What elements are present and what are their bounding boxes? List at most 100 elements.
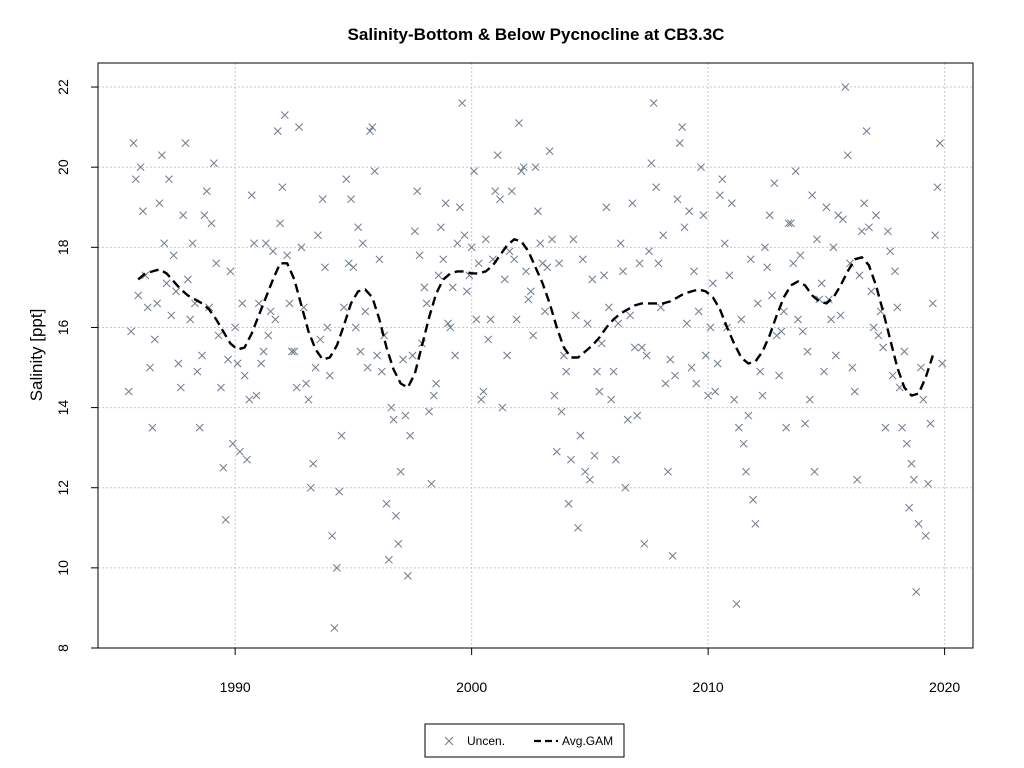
data-point (205, 303, 214, 312)
data-point (659, 231, 668, 240)
data-point (824, 295, 833, 304)
data-point (399, 355, 408, 364)
data-point (188, 239, 197, 248)
data-point (522, 267, 530, 276)
data-point (323, 323, 332, 332)
data-point (186, 315, 195, 324)
data-point (583, 319, 592, 328)
data-point (309, 459, 318, 468)
data-point (181, 139, 190, 148)
y-tick-label: 12 (55, 480, 71, 496)
data-point (633, 411, 642, 420)
y-axis-label: Salinity [ppt] (27, 309, 46, 402)
data-point (446, 323, 455, 332)
data-point (893, 303, 902, 312)
data-point (765, 211, 774, 220)
data-point (841, 83, 850, 91)
data-point (436, 223, 445, 232)
data-point (462, 287, 471, 296)
data-point (864, 223, 873, 232)
data-point (616, 239, 625, 248)
data-point (888, 371, 897, 380)
data-point (392, 511, 400, 520)
y-tick-label: 20 (55, 159, 71, 175)
data-point (238, 299, 247, 308)
data-point (647, 159, 656, 168)
data-point (701, 351, 710, 360)
data-point (235, 447, 244, 456)
data-point (931, 231, 940, 240)
data-point (295, 123, 303, 132)
data-point (706, 323, 715, 332)
data-point (791, 167, 800, 176)
data-point (862, 127, 871, 136)
data-point (663, 467, 672, 476)
data-point (155, 199, 164, 208)
data-point (141, 271, 150, 280)
legend-marker-x-icon (444, 736, 454, 746)
data-point (749, 495, 758, 504)
data-point (675, 139, 684, 148)
data-point (853, 475, 862, 484)
data-point (432, 379, 441, 388)
data-point (779, 307, 788, 316)
data-point (597, 339, 606, 348)
data-point (898, 423, 907, 432)
data-point (361, 307, 370, 316)
x-tick-label: 2020 (929, 679, 960, 695)
data-point (337, 431, 346, 440)
data-point (127, 327, 136, 336)
data-point (344, 259, 353, 268)
data-point (261, 239, 270, 248)
data-point (491, 187, 500, 196)
data-point (730, 395, 739, 404)
data-point (136, 163, 145, 172)
data-point (200, 211, 209, 220)
data-point (396, 467, 405, 476)
data-point (673, 195, 682, 204)
grid-lines (98, 63, 973, 649)
data-point (134, 291, 143, 300)
data-point (510, 255, 519, 264)
data-point (786, 219, 795, 228)
data-point (484, 335, 493, 344)
data-point (124, 387, 133, 396)
data-point (798, 327, 807, 336)
data-point (782, 423, 791, 432)
data-point (666, 355, 675, 364)
data-point (834, 211, 843, 220)
data-point (753, 299, 762, 308)
data-point (609, 367, 618, 376)
data-point (637, 343, 646, 352)
data-point (321, 263, 329, 272)
data-point (297, 243, 306, 252)
data-point (682, 319, 691, 328)
data-point (481, 235, 490, 244)
y-tick-label: 10 (55, 560, 71, 576)
data-point (138, 207, 147, 216)
data-point (649, 99, 658, 108)
x-tick-label: 1990 (220, 679, 251, 695)
data-point (635, 259, 644, 268)
data-point (193, 367, 202, 376)
data-point (377, 367, 386, 376)
data-point (347, 195, 355, 204)
data-point (313, 231, 322, 240)
data-point (529, 331, 538, 340)
data-point (422, 299, 431, 308)
data-point (157, 151, 166, 160)
data-point (221, 515, 230, 524)
data-point (363, 363, 372, 372)
data-point (420, 283, 429, 292)
data-point (895, 383, 904, 392)
data-point (505, 247, 514, 256)
data-point (531, 163, 540, 172)
data-point (744, 411, 753, 420)
data-point (153, 299, 162, 308)
data-point (486, 315, 495, 324)
data-point (727, 199, 736, 208)
data-point (387, 403, 396, 412)
data-point (571, 311, 580, 320)
data-point (872, 211, 880, 220)
